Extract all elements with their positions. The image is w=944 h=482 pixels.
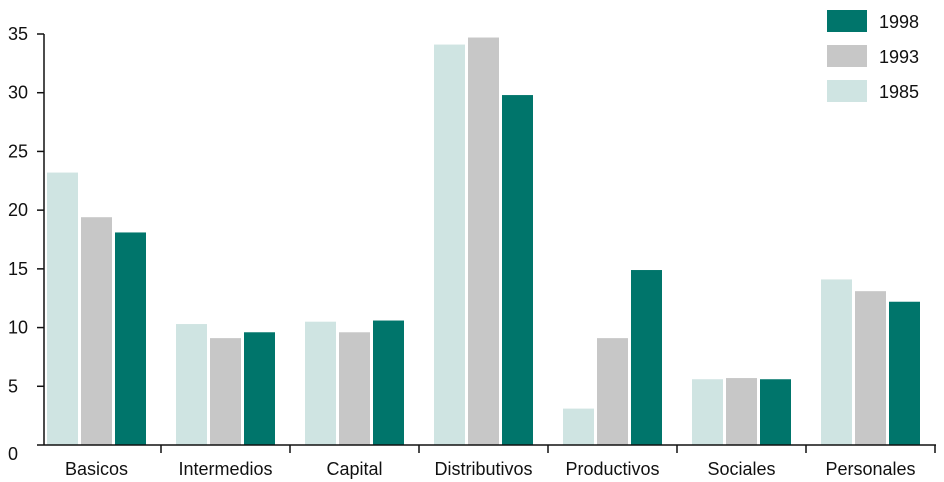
bar-basicos-1998 bbox=[115, 232, 146, 445]
bar-distributivos-1993 bbox=[468, 37, 499, 445]
bar-productivos-1985 bbox=[563, 408, 594, 445]
bar-personales-1985 bbox=[821, 279, 852, 445]
legend-label-1985: 1985 bbox=[879, 82, 919, 102]
y-tick-label-15: 15 bbox=[8, 259, 28, 279]
x-tick-label-sociales: Sociales bbox=[707, 459, 775, 479]
bar-basicos-1985 bbox=[47, 172, 78, 445]
x-tick-label-distributivos: Distributivos bbox=[434, 459, 532, 479]
bar-sociales-1993 bbox=[726, 378, 757, 445]
x-tick-label-basicos: Basicos bbox=[65, 459, 128, 479]
bar-capital-1993 bbox=[339, 332, 370, 445]
legend-swatch-1985 bbox=[827, 80, 867, 102]
y-tick-label-0: 0 bbox=[8, 444, 18, 464]
bar-intermedios-1985 bbox=[176, 324, 207, 445]
bars-group bbox=[47, 37, 920, 445]
y-tick-label-35: 35 bbox=[8, 24, 28, 44]
bar-capital-1998 bbox=[373, 320, 404, 445]
bar-intermedios-1993 bbox=[210, 338, 241, 445]
y-tick-label-30: 30 bbox=[8, 83, 28, 103]
x-tick-label-personales: Personales bbox=[825, 459, 915, 479]
legend-swatch-1998 bbox=[827, 10, 867, 32]
bar-personales-1993 bbox=[855, 291, 886, 445]
bar-distributivos-1985 bbox=[434, 44, 465, 445]
bar-intermedios-1998 bbox=[244, 332, 275, 445]
y-tick-label-10: 10 bbox=[8, 318, 28, 338]
legend-label-1993: 1993 bbox=[879, 47, 919, 67]
y-tick-label-5: 5 bbox=[8, 376, 18, 396]
x-tick-label-capital: Capital bbox=[326, 459, 382, 479]
x-tick-label-intermedios: Intermedios bbox=[178, 459, 272, 479]
x-axis-ticks: Basicos Intermedios Capital Distributivos Pr… bbox=[65, 445, 936, 479]
bar-sociales-1998 bbox=[760, 379, 791, 445]
y-tick-label-20: 20 bbox=[8, 200, 28, 220]
bar-personales-1998 bbox=[889, 301, 920, 445]
bar-productivos-1993 bbox=[597, 338, 628, 445]
legend: 1998 1993 1985 bbox=[827, 10, 919, 102]
bar-productivos-1998 bbox=[631, 270, 662, 445]
y-axis-ticks: 0 5 10 15 20 25 30 35 bbox=[8, 24, 44, 464]
legend-label-1998: 1998 bbox=[879, 12, 919, 32]
bar-capital-1985 bbox=[305, 321, 336, 445]
bar-basicos-1993 bbox=[81, 217, 112, 445]
legend-swatch-1993 bbox=[827, 45, 867, 67]
bar-sociales-1985 bbox=[692, 379, 723, 445]
x-tick-label-productivos: Productivos bbox=[565, 459, 659, 479]
y-tick-label-25: 25 bbox=[8, 141, 28, 161]
bar-distributivos-1998 bbox=[502, 95, 533, 445]
